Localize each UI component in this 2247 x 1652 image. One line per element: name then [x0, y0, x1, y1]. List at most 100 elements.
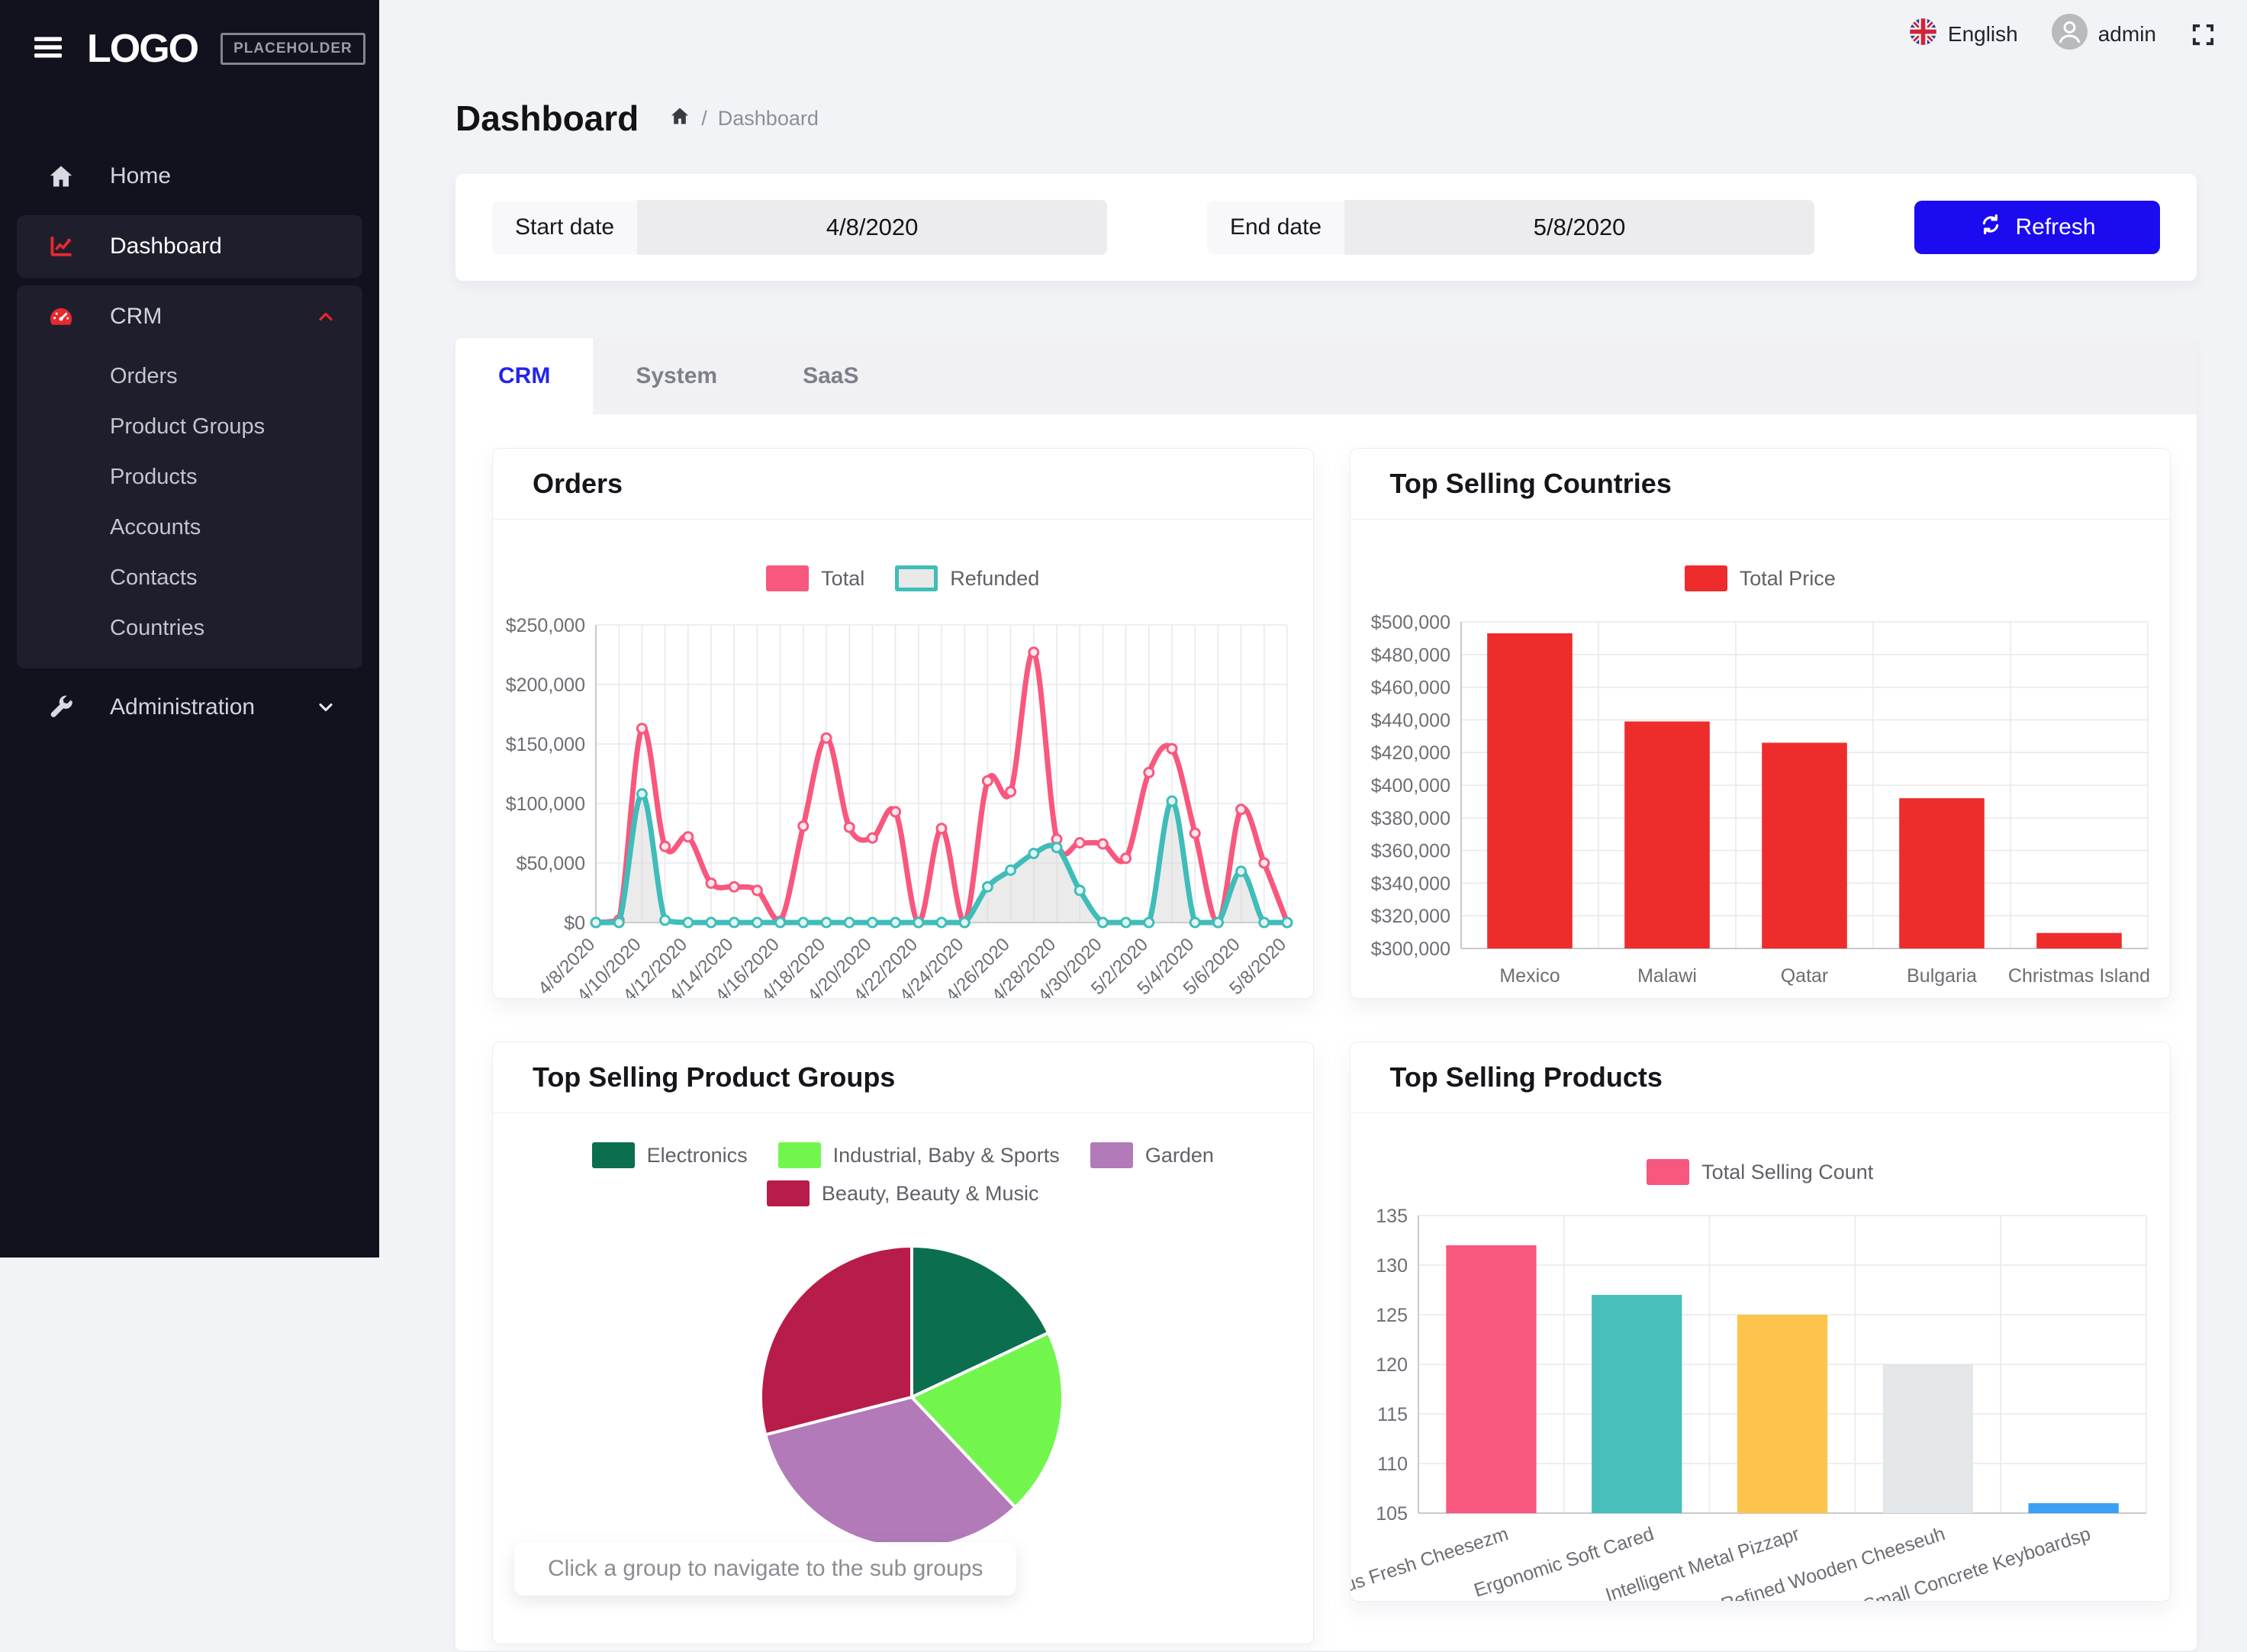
sidebar-row-dashboard[interactable]: Dashboard — [17, 215, 362, 278]
sidebar-item-administration: Administration — [17, 676, 362, 739]
countries-bar-chart: $300,000 $320,000 $340,000 $360,000 $380,000… — [1370, 612, 2150, 987]
legend-row: Electronics Industrial, Baby & Sports Gard… — [505, 1142, 1301, 1168]
sidebar-subitem-accounts[interactable]: Accounts — [110, 514, 201, 539]
sidebar-subitem-product-groups[interactable]: Product Groups — [110, 414, 266, 439]
start-date-input[interactable] — [637, 200, 1108, 255]
sidebar-row-home[interactable]: Home — [17, 145, 362, 208]
language-switcher[interactable]: English — [1909, 18, 2018, 51]
sidebar-menu: Home Dashboard CRM Orders Product Groups Prod… — [0, 145, 379, 739]
end-date-label: End date — [1206, 201, 1345, 254]
sidebar-submenu-crm: Orders Product Groups Products Accounts Cont… — [17, 348, 362, 668]
products-bar-chart: 105 110 115 120 125 130 135 Gorgeous Fresh Chee… — [1350, 1206, 2147, 1601]
refresh-button[interactable]: Refresh — [1914, 201, 2160, 254]
y-axis-labels: $300,000 $320,000 $340,000 $360,000 $380,000… — [1370, 612, 1450, 960]
breadcrumb-current: Dashboard — [717, 106, 819, 130]
legend-item[interactable]: Total — [766, 565, 864, 591]
logo-row: LOGO PLACEHOLDER — [0, 0, 379, 72]
sidebar-item-crm: CRM Orders Product Groups Products Accounts C… — [17, 285, 362, 668]
legend-item[interactable]: Beauty, Beauty & Music — [766, 1180, 1039, 1206]
wrench-icon — [44, 694, 78, 721]
date-filter-card: Start date End date Refresh — [456, 174, 2197, 281]
sidebar-row-administration[interactable]: Administration — [17, 676, 362, 739]
tab-bar: CRM System SaaS — [456, 338, 2197, 414]
uk-flag-icon — [1909, 18, 1937, 51]
legend-swatch — [1647, 1159, 1690, 1185]
svg-text:$300,000: $300,000 — [1370, 939, 1450, 960]
x-axis-labels: 4/8/20204/10/20204/12/20204/14/20204/16/… — [534, 934, 1290, 998]
page-title: Dashboard — [456, 98, 639, 138]
main-content: English admin Dashboard / Dashboard Star… — [379, 0, 2247, 1652]
series-markers-Refunded — [590, 788, 1293, 929]
sidebar-subitem-orders[interactable]: Orders — [110, 363, 178, 388]
groups-legend: Electronics Industrial, Baby & Sports Gard… — [505, 1142, 1301, 1206]
breadcrumb: / Dashboard — [669, 105, 819, 132]
legend-item[interactable]: Electronics — [591, 1142, 748, 1168]
legend-item[interactable]: Refunded — [895, 565, 1039, 591]
sidebar: LOGO PLACEHOLDER Home Dashboard CRM Orders P… — [0, 0, 379, 1258]
legend-swatch — [895, 565, 938, 591]
pie-slice-Industrial, Baby & Sports[interactable] — [910, 1331, 1065, 1509]
svg-text:Qatar: Qatar — [1780, 965, 1828, 987]
legend-swatch — [777, 1142, 821, 1168]
legend-label: Electronics — [646, 1143, 748, 1167]
legend-item[interactable]: Garden — [1090, 1142, 1214, 1168]
pie-slice-Beauty, Beauty & Music[interactable] — [759, 1245, 914, 1437]
y-axis-labels: $0 $50,000 $100,000 $150,000 $200,000 $250,00… — [506, 615, 585, 934]
svg-text:$500,000: $500,000 — [1370, 612, 1450, 633]
x-axis-labels: Mexico Malawi Qatar Bulgaria Christmas Islan… — [1499, 965, 2150, 987]
start-date-group: Start date — [492, 200, 1108, 255]
bar-Christmas Island — [2036, 932, 2122, 948]
bar-Refined Wooden Cheeseuh — [1882, 1364, 1973, 1513]
svg-text:Small Concrete Keyboardsp: Small Concrete Keyboardsp — [1861, 1523, 2094, 1602]
tab-saas[interactable]: SaaS — [803, 363, 859, 388]
pie-slice-Electronics[interactable] — [910, 1245, 1051, 1399]
legend-label: Total — [821, 566, 865, 590]
topbar: English admin — [1909, 14, 2216, 55]
legend-swatch — [1684, 565, 1727, 591]
svg-text:$420,000: $420,000 — [1370, 742, 1450, 764]
chart-line-icon — [44, 233, 78, 260]
svg-text:$400,000: $400,000 — [1370, 775, 1450, 797]
svg-text:$340,000: $340,000 — [1370, 873, 1450, 894]
product-groups-pie-chart[interactable] — [507, 1206, 1298, 1565]
tab-system[interactable]: System — [636, 363, 718, 388]
bar-Qatar — [1761, 742, 1847, 948]
sidebar-row-crm[interactable]: CRM — [17, 285, 362, 348]
svg-text:125: 125 — [1376, 1305, 1408, 1326]
refresh-icon — [1978, 212, 2003, 243]
svg-text:$200,000: $200,000 — [506, 675, 585, 696]
top-selling-product-groups-card: Top Selling Product Groups Electronics In… — [492, 1042, 1314, 1644]
sidebar-subitem-countries[interactable]: Countries — [110, 615, 205, 640]
products-card-title: Top Selling Products — [1350, 1042, 2170, 1113]
sidebar-subitem-contacts[interactable]: Contacts — [110, 565, 198, 590]
avatar — [2051, 14, 2088, 55]
legend-item[interactable]: Total Price — [1684, 565, 1836, 591]
legend-item[interactable]: Industrial, Baby & Sports — [777, 1142, 1060, 1168]
start-date-label: Start date — [492, 201, 638, 254]
sidebar-label-crm: CRM — [110, 304, 163, 329]
svg-text:Christmas Island: Christmas Island — [2008, 965, 2150, 987]
end-date-input[interactable] — [1344, 200, 1815, 255]
breadcrumb-home-icon[interactable] — [669, 105, 691, 132]
legend-item[interactable]: Total Selling Count — [1647, 1159, 1873, 1185]
tab-crm[interactable]: CRM — [456, 338, 594, 414]
bar-Ergonomic Soft Cared — [1591, 1295, 1682, 1513]
bar-Small Concrete Keyboardsp — [2028, 1503, 2119, 1513]
legend-label: Garden — [1144, 1143, 1214, 1167]
svg-text:Malawi: Malawi — [1637, 965, 1697, 987]
user-menu[interactable]: admin — [2051, 14, 2156, 55]
fullscreen-button[interactable] — [2190, 21, 2216, 48]
svg-text:110: 110 — [1377, 1454, 1408, 1475]
orders-card-title: Orders — [493, 449, 1313, 520]
svg-text:$440,000: $440,000 — [1370, 710, 1450, 731]
orders-legend: Total Refunded — [505, 565, 1301, 591]
svg-text:105: 105 — [1376, 1503, 1408, 1525]
svg-text:$460,000: $460,000 — [1370, 678, 1450, 699]
svg-text:$360,000: $360,000 — [1370, 841, 1450, 862]
sidebar-subitem-products[interactable]: Products — [110, 464, 198, 489]
logo-badge: PLACEHOLDER — [221, 33, 365, 65]
top-selling-countries-card: Top Selling Countries Total Price $300,0… — [1349, 448, 2171, 999]
sidebar-item-home: Home — [17, 145, 362, 208]
hamburger-menu-icon[interactable] — [32, 34, 64, 65]
